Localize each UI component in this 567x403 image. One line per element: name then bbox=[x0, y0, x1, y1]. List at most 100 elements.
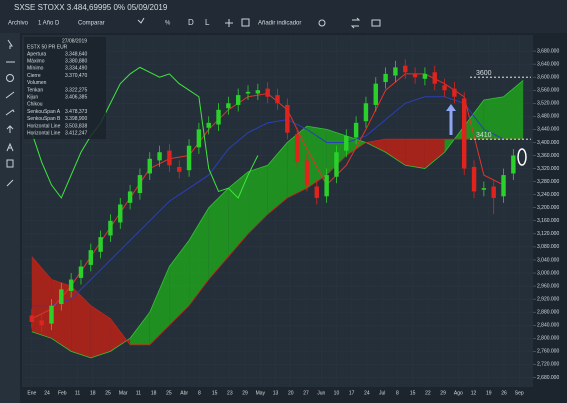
y-tick-label: 3,320.000 bbox=[537, 166, 559, 172]
y-tick-label: 3,440.000 bbox=[537, 127, 559, 133]
x-tick-label: Ene bbox=[27, 390, 36, 396]
candle-body bbox=[98, 237, 103, 252]
x-tick-label: 8 bbox=[198, 390, 201, 396]
y-tick-label: 3,640.000 bbox=[537, 61, 559, 67]
candle-body bbox=[245, 91, 251, 94]
info-value: 3.370,470 bbox=[65, 73, 87, 79]
y-tick-label: 3,240.000 bbox=[537, 192, 559, 198]
info-label: Cierre bbox=[27, 73, 41, 79]
zoom-icon[interactable] bbox=[318, 19, 326, 27]
menu-file[interactable]: Archivo bbox=[8, 21, 29, 27]
horizontal-line-label: 3410 bbox=[476, 132, 492, 139]
delete-tool[interactable] bbox=[6, 159, 14, 168]
candle-body bbox=[491, 186, 496, 198]
info-label: SenkouSpan A bbox=[27, 109, 61, 115]
snapshot-icon[interactable] bbox=[371, 19, 381, 27]
info-value: 3.322,275 bbox=[65, 87, 87, 93]
info-label: Tenkan bbox=[27, 87, 43, 93]
candle-body bbox=[39, 320, 44, 326]
y-tick-label: 2,920.000 bbox=[537, 296, 559, 302]
candle-body bbox=[49, 305, 54, 324]
info-label: Horizontal Line bbox=[27, 123, 61, 129]
brush-tool[interactable] bbox=[5, 109, 15, 116]
sync-icon[interactable] bbox=[350, 17, 361, 29]
scale-d-button[interactable]: D bbox=[188, 18, 194, 27]
cloud-segment bbox=[464, 100, 484, 140]
candle-body bbox=[471, 166, 477, 192]
x-tick-label: 17 bbox=[349, 390, 355, 396]
candle-body bbox=[206, 122, 211, 128]
layout-icon[interactable] bbox=[241, 18, 250, 27]
x-tick-label: 8 bbox=[396, 390, 399, 396]
chart-type-icon[interactable] bbox=[137, 17, 145, 24]
candle-body bbox=[127, 191, 133, 203]
y-tick-label: 3,040.000 bbox=[537, 257, 559, 263]
candle-body bbox=[403, 65, 408, 73]
candle-body bbox=[78, 266, 84, 278]
info-value: 3.478,373 bbox=[65, 109, 87, 115]
info-label: Mínimo bbox=[27, 66, 44, 72]
candle-body bbox=[304, 160, 310, 185]
span_a-line bbox=[31, 80, 524, 359]
crosshair-icon[interactable] bbox=[225, 19, 233, 27]
x-tick-label: Abr bbox=[180, 390, 188, 396]
candle-body bbox=[118, 204, 123, 223]
cloud-segment bbox=[503, 80, 524, 140]
cloud-segment bbox=[110, 318, 131, 352]
cloud-segment bbox=[405, 139, 425, 169]
info-label: SenkouSpan B bbox=[27, 116, 61, 122]
info-value: 3.348,640 bbox=[65, 51, 87, 57]
left-toolbar bbox=[0, 33, 20, 403]
y-tick-label: 3,120.000 bbox=[537, 231, 559, 237]
candle-body bbox=[177, 166, 182, 172]
y-tick-label: 3,560.000 bbox=[537, 88, 559, 94]
x-tick-label: 12 bbox=[471, 390, 477, 396]
add-indicator-button[interactable]: Añadir indicador bbox=[258, 21, 301, 27]
candle-body bbox=[353, 122, 359, 138]
y-tick-label: 3,080.000 bbox=[537, 244, 559, 250]
cloud-segment bbox=[149, 266, 170, 345]
pencil-tool[interactable] bbox=[5, 91, 15, 99]
candle-body bbox=[29, 315, 35, 322]
ellipse-annotation bbox=[517, 148, 527, 166]
x-tick-label: 25 bbox=[105, 390, 111, 396]
settings-tool[interactable] bbox=[6, 179, 14, 187]
cloud-segment bbox=[267, 142, 288, 215]
scale-l-button[interactable]: L bbox=[205, 18, 210, 27]
info-label: Volumen bbox=[27, 80, 47, 86]
candle-body bbox=[235, 95, 241, 105]
x-tick-label: 22 bbox=[425, 390, 431, 396]
y-tick-label: 2,760.000 bbox=[537, 349, 559, 355]
candle-body bbox=[373, 83, 378, 105]
candle-body bbox=[186, 145, 192, 171]
period-select[interactable]: 1 Año D bbox=[38, 21, 60, 27]
candle-body bbox=[255, 90, 261, 94]
candle-body bbox=[363, 103, 369, 122]
info-panel: 27/08/2019 ESTX 50 PR EUR Apertura 3.348,… bbox=[24, 37, 106, 139]
candle-body bbox=[196, 129, 202, 148]
symbol-title: SXSE STOXX 3.484,69995 0% 05/09/2019 bbox=[14, 3, 168, 12]
pointer-tool[interactable] bbox=[7, 39, 13, 49]
x-tick-label: Ago bbox=[454, 390, 463, 396]
arrow-tool[interactable] bbox=[6, 125, 14, 133]
y-tick-label: 2,720.000 bbox=[537, 362, 559, 368]
y-tick-label: 3,680.000 bbox=[537, 48, 559, 54]
cloud-segment bbox=[385, 139, 406, 166]
y-tick-label: 2,680.000 bbox=[537, 375, 559, 381]
candle-body bbox=[422, 73, 428, 79]
cloud-segment bbox=[90, 305, 111, 358]
y-tick-label: 2,960.000 bbox=[537, 283, 559, 289]
cloud-segment bbox=[51, 279, 72, 352]
compare-button[interactable]: Comparar bbox=[78, 21, 105, 27]
text-tool[interactable] bbox=[6, 142, 14, 152]
candle-body bbox=[294, 134, 300, 163]
candle-body bbox=[344, 135, 349, 151]
circle-tool[interactable] bbox=[6, 74, 14, 82]
percent-button[interactable]: % bbox=[165, 21, 171, 27]
cloud-segment bbox=[424, 139, 445, 169]
info-panel-bg bbox=[24, 37, 106, 139]
x-tick-label: 29 bbox=[242, 390, 248, 396]
cloud-segment bbox=[31, 256, 52, 339]
chikou-line bbox=[31, 66, 259, 199]
